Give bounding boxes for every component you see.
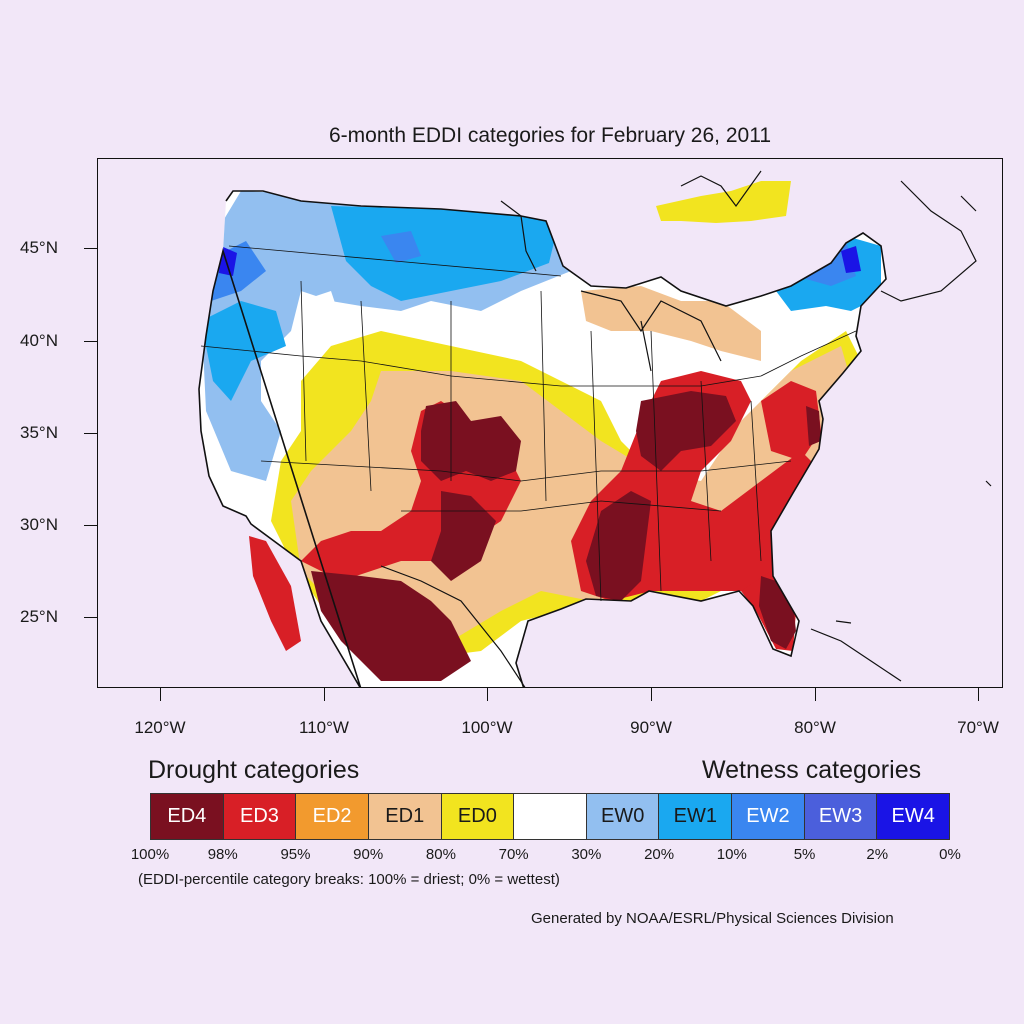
lon-tick (487, 688, 488, 701)
map-borders (198, 170, 992, 687)
legend-cell: ED3 (223, 794, 297, 839)
legend-cell: EW4 (877, 794, 950, 839)
legend-break-label: 95% (280, 846, 311, 863)
lat-label: 40°N (20, 331, 58, 350)
lat-tick (84, 248, 97, 249)
legend-break-label: 0% (939, 846, 961, 863)
legend-break-label: 80% (425, 846, 456, 863)
legend-break-label: 70% (498, 846, 529, 863)
legend-cell: EW2 (732, 794, 805, 839)
legend-break-label: 10% (716, 846, 747, 863)
credit-text: Generated by NOAA/ESRL/Physical Sciences… (531, 910, 894, 927)
lat-label: 30°N (20, 515, 58, 534)
lat-label: 35°N (20, 423, 58, 442)
eddi-map (198, 170, 992, 687)
legend-cell: EW0 (586, 794, 660, 839)
lon-tick (160, 688, 161, 701)
lon-label: 120°W (134, 718, 186, 737)
legend-note: (EDDI-percentile category breaks: 100% =… (138, 871, 560, 888)
legend-break-label: 100% (130, 846, 170, 863)
lon-label: 100°W (461, 718, 513, 737)
lon-tick (978, 688, 979, 701)
legend-color-bar: ED4 ED3 ED2 ED1 ED0 EW0 EW1 EW2 EW3 EW4 (150, 793, 950, 840)
lon-label: 110°W (299, 718, 349, 737)
lat-label: 25°N (20, 607, 58, 626)
lon-tick (815, 688, 816, 701)
lon-label: 90°W (630, 718, 672, 737)
legend-break-label: 20% (644, 846, 675, 863)
eddi-raster (199, 191, 886, 687)
legend-cell (514, 794, 587, 839)
lat-label: 45°N (20, 238, 58, 257)
lat-tick (84, 433, 97, 434)
map-panel (97, 158, 1003, 688)
lon-label: 70°W (957, 718, 999, 737)
lon-tick (324, 688, 325, 701)
lat-tick (84, 525, 97, 526)
lon-tick (651, 688, 652, 701)
lat-tick (84, 341, 97, 342)
legend-cell: EW1 (659, 794, 733, 839)
lon-label: 80°W (794, 718, 836, 737)
drought-heading: Drought categories (148, 756, 360, 784)
legend-cell: EW3 (804, 794, 878, 839)
legend-cell: ED2 (296, 794, 369, 839)
map-title: 6-month EDDI categories for February 26,… (329, 124, 771, 147)
legend-break-label: 90% (353, 846, 384, 863)
legend-cell: ED1 (368, 794, 442, 839)
legend-cell: ED4 (151, 794, 224, 839)
lat-tick (84, 617, 97, 618)
legend-break-label: 2% (866, 846, 889, 863)
legend-break-label: 98% (207, 846, 238, 863)
legend-break-label: 5% (793, 846, 816, 863)
legend-break-label: 30% (571, 846, 602, 863)
wetness-heading: Wetness categories (702, 756, 922, 784)
legend-cell: ED0 (441, 794, 515, 839)
